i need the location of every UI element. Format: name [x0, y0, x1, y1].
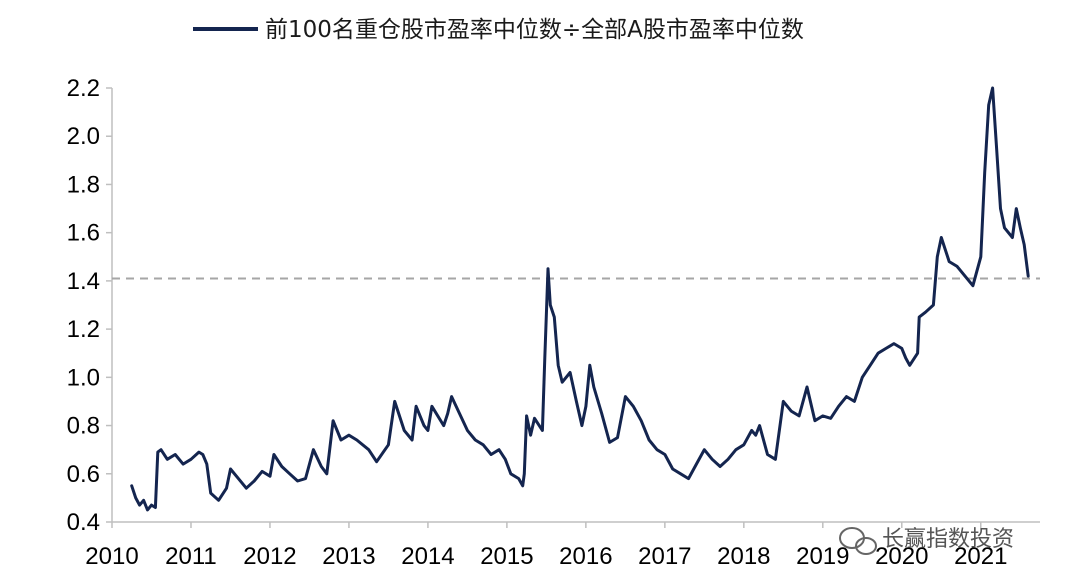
y-tick-label: 2.2: [67, 75, 100, 102]
x-tick-label: 2011: [165, 543, 217, 570]
x-tick-label: 2015: [480, 543, 533, 570]
wechat-icon: [839, 527, 877, 555]
y-tick-label: 1.2: [67, 316, 100, 343]
x-tick-label: 2012: [243, 543, 296, 570]
y-tick-label: 0.6: [67, 461, 100, 488]
legend-label: 前100名重仓股市盈率中位数÷全部A股市盈率中位数: [265, 17, 804, 43]
x-tick-label: 2014: [401, 543, 454, 570]
x-tick-label: 2021: [954, 543, 1007, 570]
watermark: 长赢指数投资: [839, 527, 1014, 555]
y-tick-label: 1.0: [67, 364, 100, 391]
x-tick-label: 2016: [559, 543, 612, 570]
y-tick-label: 1.8: [67, 171, 100, 198]
y-tick-label: 0.8: [67, 413, 100, 440]
x-tick-label: 2017: [638, 543, 691, 570]
series-line: [130, 86, 1030, 512]
y-axis-ticks: 0.4 0.6 0.8 1.0 1.2 1.4 1.6 1.8 2.0 2.2: [67, 75, 112, 536]
x-tick-label: 2010: [85, 543, 138, 570]
x-tick-label: 2020: [875, 543, 928, 570]
axes: 0.40.60.81.01.21.41.61.82.02.2 2010 2011 2…: [67, 75, 1040, 570]
y-tick-label: 0.4: [67, 509, 100, 536]
y-tick-label: 2.0: [67, 123, 100, 150]
x-tick-label: 2013: [322, 543, 375, 570]
y-tick-label: 1.6: [67, 220, 100, 247]
x-axis-ticks: 2010 2011 2012 2013 2014 2015 2016 2017 2018 2019…: [85, 522, 1007, 570]
y-tick-label: 1.4: [67, 268, 100, 295]
x-tick-label: 2018: [717, 543, 770, 570]
legend: 前100名重仓股市盈率中位数÷全部A股市盈率中位数: [193, 17, 804, 43]
series-group: [130, 86, 1030, 512]
watermark-text: 长赢指数投资: [882, 527, 1014, 552]
x-tick-label: 2019: [796, 543, 849, 570]
